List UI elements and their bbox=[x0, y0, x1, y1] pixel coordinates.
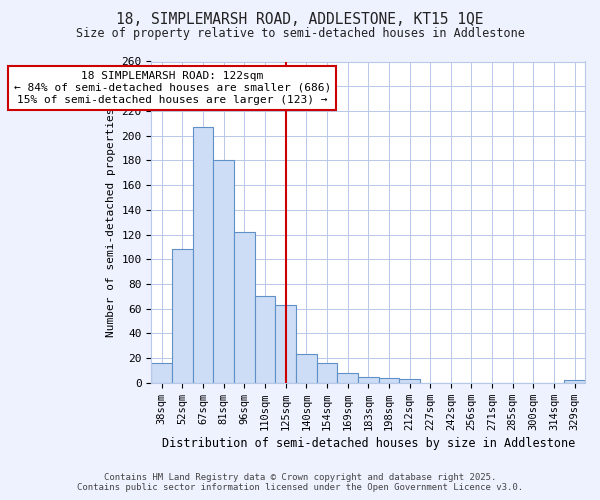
X-axis label: Distribution of semi-detached houses by size in Addlestone: Distribution of semi-detached houses by … bbox=[161, 437, 575, 450]
Bar bbox=[275, 305, 296, 383]
Bar bbox=[255, 296, 275, 383]
Y-axis label: Number of semi-detached properties: Number of semi-detached properties bbox=[106, 108, 116, 337]
Bar bbox=[379, 378, 399, 383]
Text: 18, SIMPLEMARSH ROAD, ADDLESTONE, KT15 1QE: 18, SIMPLEMARSH ROAD, ADDLESTONE, KT15 1… bbox=[116, 12, 484, 28]
Text: Size of property relative to semi-detached houses in Addlestone: Size of property relative to semi-detach… bbox=[76, 28, 524, 40]
Bar bbox=[296, 354, 317, 383]
Bar bbox=[214, 160, 234, 383]
Bar bbox=[193, 127, 214, 383]
Bar bbox=[151, 363, 172, 383]
Bar bbox=[317, 363, 337, 383]
Bar bbox=[565, 380, 585, 383]
Bar bbox=[234, 232, 255, 383]
Text: Contains HM Land Registry data © Crown copyright and database right 2025.
Contai: Contains HM Land Registry data © Crown c… bbox=[77, 473, 523, 492]
Bar bbox=[172, 250, 193, 383]
Bar bbox=[337, 373, 358, 383]
Text: 18 SIMPLEMARSH ROAD: 122sqm
← 84% of semi-detached houses are smaller (686)
15% : 18 SIMPLEMARSH ROAD: 122sqm ← 84% of sem… bbox=[14, 72, 331, 104]
Bar bbox=[358, 376, 379, 383]
Bar bbox=[399, 379, 420, 383]
